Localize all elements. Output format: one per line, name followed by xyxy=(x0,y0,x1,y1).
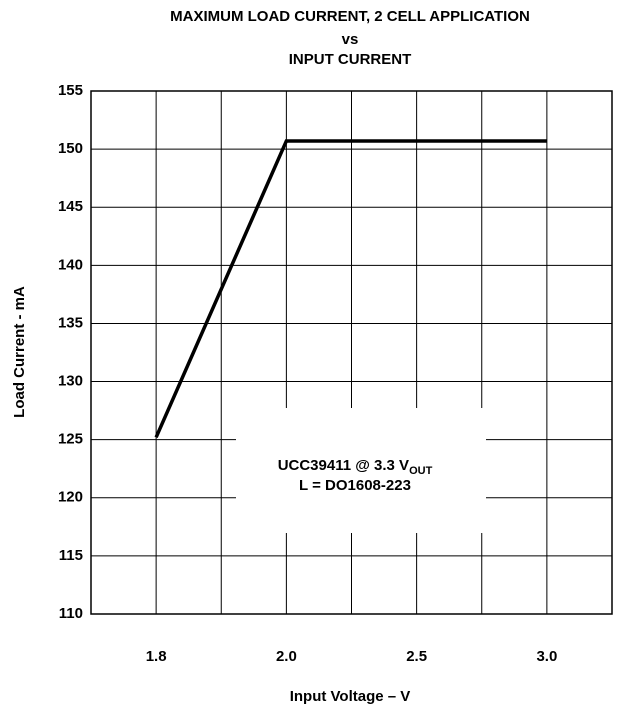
y-tick-label: 115 xyxy=(59,547,83,564)
y-axis-label: Load Current - mA xyxy=(11,286,28,418)
y-tick-label: 110 xyxy=(59,605,83,622)
annotation: L = DO1608-223 xyxy=(299,477,411,494)
data-line xyxy=(154,139,547,439)
chart-title: vs xyxy=(342,31,359,48)
y-tick-label: 140 xyxy=(58,256,83,273)
chart-title: INPUT CURRENT xyxy=(289,51,412,68)
x-tick-label: 2.5 xyxy=(406,648,427,665)
annotation: UCC39411 @ 3.3 VOUT xyxy=(278,457,433,477)
plot-frame xyxy=(90,90,613,615)
y-tick-label: 120 xyxy=(58,489,83,506)
x-tick-label: 1.8 xyxy=(146,648,167,665)
x-axis-label: Input Voltage – V xyxy=(290,688,411,705)
chart-title: MAXIMUM LOAD CURRENT, 2 CELL APPLICATION xyxy=(170,8,530,25)
x-tick-label: 2.0 xyxy=(276,648,297,665)
x-tick-label: 3.0 xyxy=(536,648,557,665)
annotation: UCC39411 @ 3.3 V xyxy=(278,457,409,474)
y-tick-label: 155 xyxy=(58,82,83,99)
annotation-subscript: OUT xyxy=(409,465,433,477)
y-tick-label: 130 xyxy=(58,373,83,390)
annotation-box xyxy=(236,408,486,533)
y-tick-label: 150 xyxy=(58,140,83,157)
y-tick-label: 135 xyxy=(58,314,83,331)
y-tick-label: 125 xyxy=(58,431,83,448)
y-tick-label: 145 xyxy=(58,198,83,215)
